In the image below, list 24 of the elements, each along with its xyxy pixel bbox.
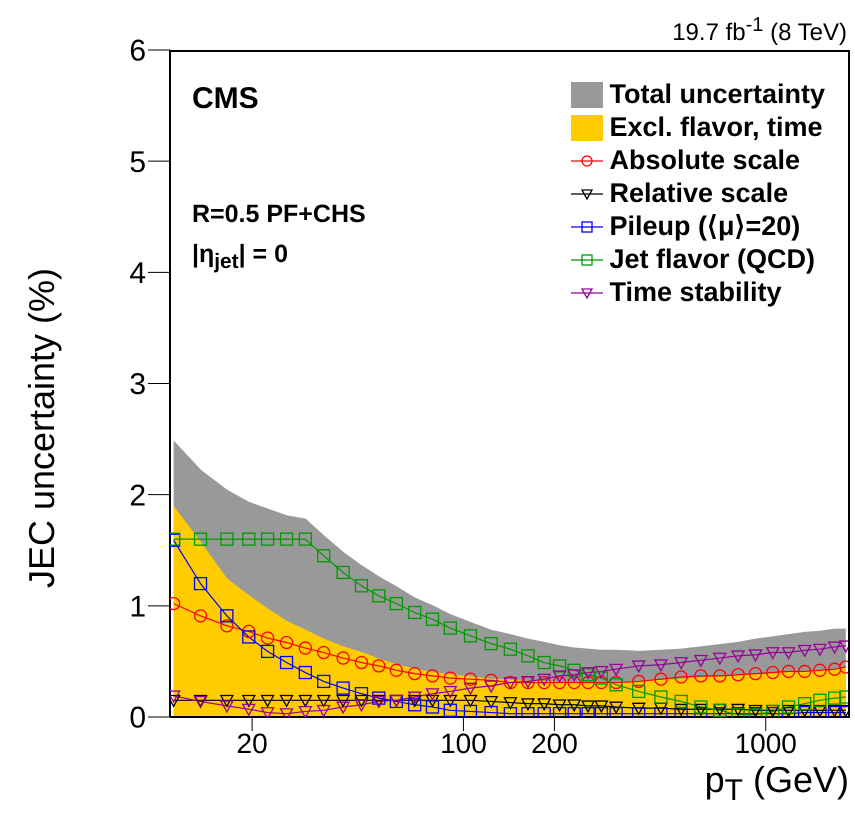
y-tick-label: 5 [129, 146, 146, 179]
y-tick-label: 2 [129, 479, 146, 512]
x-tick-label: 20 [236, 728, 268, 759]
y-tick-label: 1 [129, 590, 146, 624]
legend-label: Time stability [609, 276, 782, 309]
x-axis-title: p$_{T}$ (GeV) [704, 758, 849, 808]
chart-subtitle: 19.7 fb$^{-1}$ (8 TeV) [672, 14, 847, 47]
annotation: CMS [192, 82, 259, 116]
legend-label: Total uncertainty [609, 78, 825, 111]
y-tick-label: 0 [129, 702, 146, 735]
x-tick-label: 1000 [734, 728, 797, 759]
legend-label: Pileup (⟨μ⟩=20) [609, 210, 800, 243]
legend-label: Jet flavor (QCD) [609, 243, 816, 276]
x-tick-label: 200 [531, 728, 578, 759]
y-tick-label: 3 [129, 368, 146, 402]
y-tick-label: 6 [129, 34, 146, 68]
annotation: |η$_{jet}$| = 0 [192, 240, 288, 274]
x-tick-label: 100 [440, 728, 487, 759]
legend-label: Excl. flavor, time [609, 111, 823, 144]
annotation: R=0.5 PF+CHS [192, 200, 366, 229]
y-axis-title: JEC uncertainty (%) [21, 268, 63, 588]
legend-label: Relative scale [609, 177, 788, 210]
y-tick-label: 4 [129, 256, 146, 290]
legend-label: Absolute scale [609, 144, 800, 177]
